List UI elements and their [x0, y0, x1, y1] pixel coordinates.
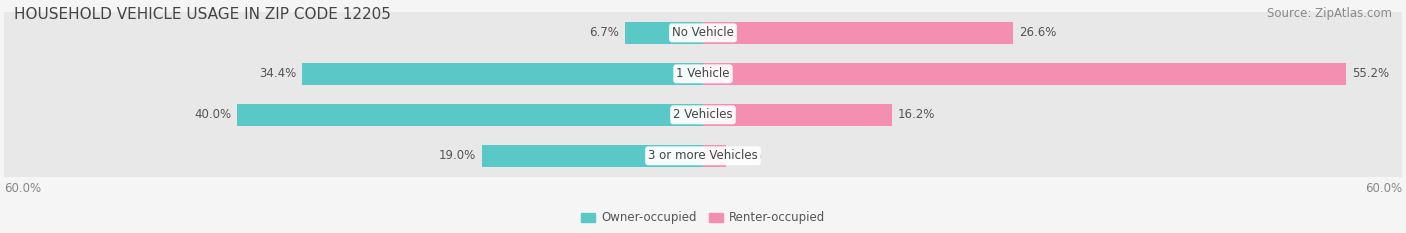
- Legend: Owner-occupied, Renter-occupied: Owner-occupied, Renter-occupied: [576, 207, 830, 229]
- Bar: [302, 63, 703, 85]
- Bar: [703, 63, 1346, 85]
- Bar: [4, 53, 1402, 95]
- Bar: [703, 22, 1012, 44]
- Text: 55.2%: 55.2%: [1351, 67, 1389, 80]
- Bar: [4, 12, 1402, 54]
- Text: HOUSEHOLD VEHICLE USAGE IN ZIP CODE 12205: HOUSEHOLD VEHICLE USAGE IN ZIP CODE 1220…: [14, 7, 391, 22]
- Text: 2.0%: 2.0%: [733, 149, 762, 162]
- Text: 2 Vehicles: 2 Vehicles: [673, 108, 733, 121]
- Bar: [4, 94, 1402, 136]
- Text: 6.7%: 6.7%: [589, 26, 619, 39]
- Bar: [703, 144, 727, 167]
- Bar: [703, 103, 891, 126]
- Text: 60.0%: 60.0%: [4, 182, 41, 195]
- Bar: [238, 103, 703, 126]
- Bar: [624, 22, 703, 44]
- Text: 1 Vehicle: 1 Vehicle: [676, 67, 730, 80]
- Text: 3 or more Vehicles: 3 or more Vehicles: [648, 149, 758, 162]
- Text: 19.0%: 19.0%: [439, 149, 475, 162]
- Text: 16.2%: 16.2%: [897, 108, 935, 121]
- Bar: [482, 144, 703, 167]
- Text: 60.0%: 60.0%: [1365, 182, 1402, 195]
- Bar: [4, 135, 1402, 177]
- Text: 34.4%: 34.4%: [259, 67, 297, 80]
- Text: 40.0%: 40.0%: [194, 108, 232, 121]
- Text: 26.6%: 26.6%: [1018, 26, 1056, 39]
- Text: No Vehicle: No Vehicle: [672, 26, 734, 39]
- Text: Source: ZipAtlas.com: Source: ZipAtlas.com: [1267, 7, 1392, 20]
